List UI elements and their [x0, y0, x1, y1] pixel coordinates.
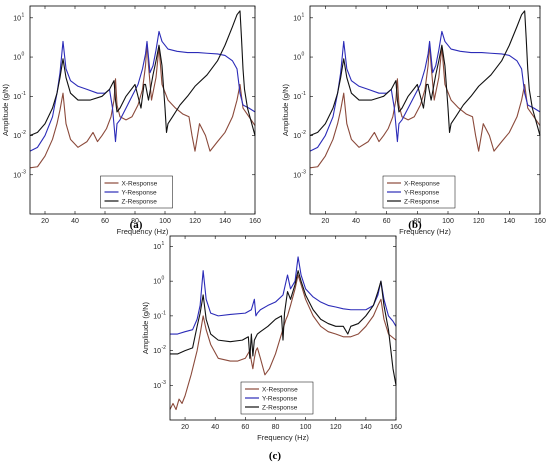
y-tick-label: 10 [13, 15, 21, 22]
y-tick-exponent: 1 [22, 12, 25, 18]
y-tick-exponent: 1 [162, 241, 165, 247]
y-tick-label: 10 [293, 15, 301, 22]
plot-frame [309, 5, 541, 215]
series-line-z-response [309, 10, 541, 137]
legend: X-Response Y-Response Z-Response [240, 381, 314, 415]
x-tick-label: 120 [189, 218, 201, 225]
y-tick-label: 10 [293, 133, 301, 140]
y-tick-exponent: 0 [162, 276, 165, 282]
x-tick-label: 60 [241, 424, 249, 431]
y-tick-label: 10 [153, 348, 161, 355]
panel-label: (b) [408, 219, 422, 231]
y-tick-label: 10 [153, 279, 161, 286]
x-tick-label: 80 [413, 218, 421, 225]
x-tick-label: 160 [390, 424, 402, 431]
x-tick-label: 140 [503, 218, 515, 225]
plot-frame [29, 5, 256, 215]
x-tick-label: 40 [352, 218, 360, 225]
x-tick-label: 20 [321, 218, 329, 225]
series-line-z-response [170, 270, 397, 386]
x-axis-label: Frequency (Hz) [399, 227, 451, 236]
x-tick-label: 20 [41, 218, 49, 225]
y-tick-label: 10 [13, 55, 21, 62]
series-line-y-response [29, 30, 256, 152]
y-tick-label: 10 [13, 133, 21, 140]
y-tick-exponent: 1 [302, 12, 305, 18]
legend-entry-label: Z-Response [262, 404, 298, 411]
y-tick-exponent: 0 [302, 52, 305, 58]
x-tick-label: 160 [249, 218, 261, 225]
legend-entry-label: Y-Response [262, 395, 298, 402]
series-line-x-response [309, 43, 541, 169]
y-tick-label: 10 [153, 244, 161, 251]
y-tick-exponent: -1 [22, 91, 27, 97]
series-line-x-response [29, 43, 256, 169]
y-tick-exponent: 0 [22, 52, 25, 58]
y-tick-exponent: -2 [162, 345, 167, 351]
x-tick-label: 120 [330, 424, 342, 431]
y-tick-label: 10 [153, 313, 161, 320]
panel-label: (c) [269, 450, 282, 462]
x-tick-label: 60 [383, 218, 391, 225]
x-axis-label: Frequency (Hz) [117, 227, 169, 236]
legend-entry-label: X-Response [122, 180, 158, 187]
y-tick-exponent: -3 [22, 169, 27, 175]
y-tick-exponent: -3 [162, 380, 167, 386]
y-tick-exponent: -1 [162, 310, 167, 316]
panel-label: (a) [130, 219, 143, 231]
legend-entry-label: Z-Response [404, 198, 440, 205]
x-tick-label: 40 [211, 424, 219, 431]
y-tick-label: 10 [293, 55, 301, 62]
legend: X-Response Y-Response Z-Response [382, 175, 456, 209]
x-tick-label: 100 [300, 424, 312, 431]
legend: X-Response Y-Response Z-Response [100, 175, 173, 209]
plot-frame [169, 235, 397, 421]
x-tick-label: 80 [131, 218, 139, 225]
x-axis-label: Frequency (Hz) [257, 433, 309, 442]
x-tick-label: 100 [159, 218, 171, 225]
y-tick-exponent: -1 [302, 91, 307, 97]
y-tick-exponent: -2 [22, 130, 27, 136]
x-tick-label: 60 [101, 218, 109, 225]
series-line-y-response [170, 256, 397, 335]
y-tick-exponent: -2 [302, 130, 307, 136]
y-tick-label: 10 [153, 383, 161, 390]
legend-entry-label: Y-Response [404, 189, 440, 196]
legend-entry-label: Y-Response [122, 189, 158, 196]
legend-entry-label: Z-Response [122, 198, 158, 205]
x-tick-label: 20 [181, 424, 189, 431]
y-tick-label: 10 [13, 172, 21, 179]
y-axis-label: Amplitude (g/N) [1, 83, 10, 136]
x-tick-label: 120 [473, 218, 485, 225]
series-line-z-response [29, 10, 256, 137]
legend-entry-label: X-Response [404, 180, 440, 187]
y-tick-label: 10 [293, 172, 301, 179]
y-tick-label: 10 [13, 94, 21, 101]
x-tick-label: 80 [272, 424, 280, 431]
x-tick-label: 140 [219, 218, 231, 225]
x-tick-label: 40 [71, 218, 79, 225]
y-tick-exponent: -3 [302, 169, 307, 175]
y-tick-label: 10 [293, 94, 301, 101]
x-tick-label: 160 [534, 218, 546, 225]
x-tick-label: 100 [442, 218, 454, 225]
series-line-x-response [169, 274, 397, 411]
y-axis-label: Amplitude (g/N) [141, 301, 150, 354]
series-line-y-response [309, 30, 541, 152]
x-tick-label: 140 [360, 424, 372, 431]
y-axis-label: Amplitude (g/N) [281, 83, 290, 136]
legend-entry-label: X-Response [262, 386, 298, 393]
